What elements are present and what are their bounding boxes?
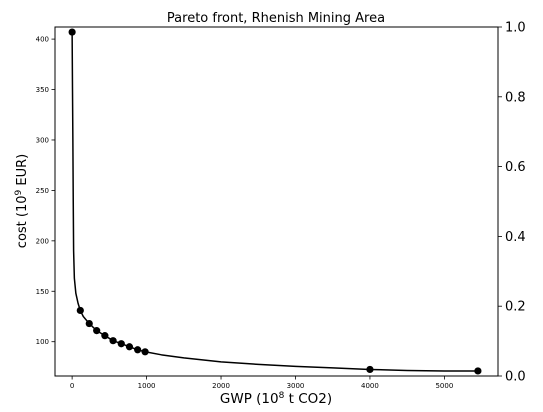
x-axis-label-unit: t CO2)	[284, 391, 332, 407]
x-tick-label: 1000	[138, 382, 156, 390]
y-tick-label: 300	[36, 136, 49, 144]
y2-tick-label: 0.0	[505, 370, 526, 385]
x-tick-label: 2000	[212, 382, 230, 390]
y-axis-ticks: 100 150 200 250 300 350 400	[36, 36, 55, 346]
x-tick-label: 3000	[287, 382, 305, 390]
plot-frame	[54, 26, 499, 377]
data-point	[134, 346, 142, 354]
curve-layer	[71, 32, 478, 372]
y2-tick-label: 0.2	[505, 300, 526, 315]
data-point	[125, 343, 134, 351]
y-tick-label: 400	[36, 36, 49, 44]
x-tick-label: 5000	[435, 382, 453, 390]
chart-title: Pareto front, Rhenish Mining Area	[167, 11, 385, 26]
data-point	[101, 332, 109, 340]
y2-tick-label: 0.8	[505, 90, 526, 105]
y-axis-label-text: cost (10	[15, 195, 30, 248]
data-point	[474, 367, 482, 375]
data-point	[141, 348, 149, 356]
y-axis-label: cost (109 EUR)	[14, 154, 30, 248]
plot-area	[55, 27, 498, 376]
marker-layer	[68, 28, 482, 375]
x-axis-label-exponent: 8	[279, 391, 285, 401]
x-tick-label: 0	[70, 382, 74, 390]
data-point	[109, 337, 117, 345]
data-point	[68, 28, 76, 36]
y-axis-label-exponent: 9	[14, 189, 24, 195]
data-point	[117, 340, 125, 348]
y-tick-label: 100	[36, 338, 49, 346]
y2-tick-label: 0.4	[505, 230, 526, 245]
y2-tick-label: 0.6	[505, 160, 526, 175]
y-tick-label: 250	[36, 187, 49, 195]
y2-tick-label: 1.0	[505, 21, 526, 36]
data-point	[93, 327, 101, 335]
pareto-curve	[71, 32, 478, 372]
x-axis-label-text: GWP (10	[220, 391, 279, 407]
secondary-y-axis-ticks: 0.0 0.2 0.4 0.6 0.8 1.0	[498, 21, 526, 385]
data-point	[366, 365, 374, 374]
y-axis-label-unit: EUR)	[15, 154, 30, 190]
data-point	[76, 306, 84, 315]
y-tick-label: 350	[36, 86, 49, 94]
x-axis-label: GWP (108 t CO2)	[220, 391, 332, 407]
x-axis-ticks: 0 1000 2000 3000 4000 5000	[70, 376, 453, 390]
data-point	[85, 319, 93, 328]
y-tick-label: 150	[36, 288, 49, 296]
x-tick-label: 4000	[361, 382, 379, 390]
y-tick-label: 200	[36, 237, 49, 245]
